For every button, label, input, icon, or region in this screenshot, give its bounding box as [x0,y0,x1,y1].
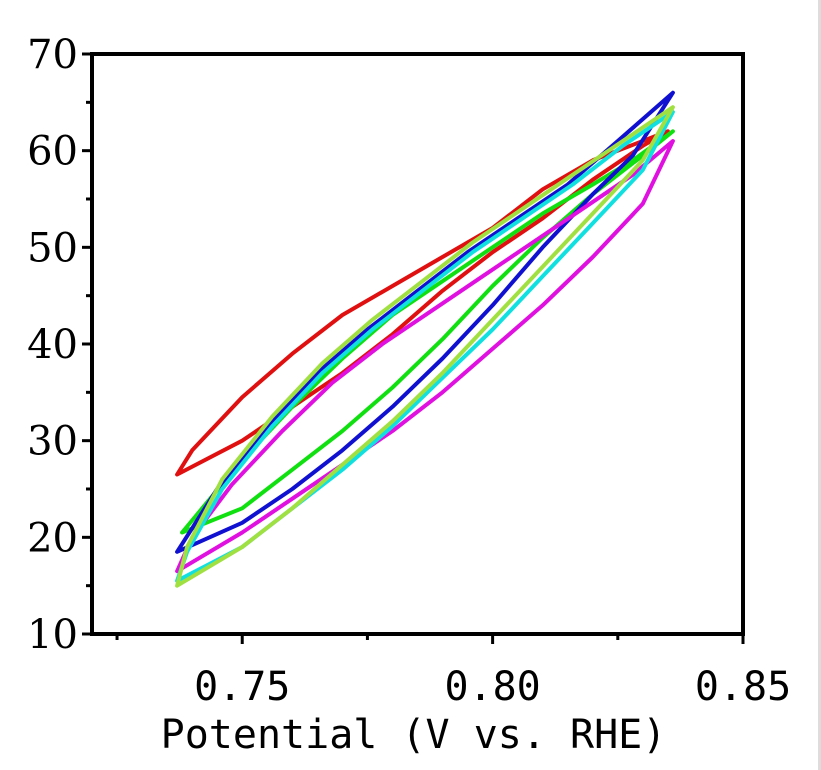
y-tick-label: 60 [27,129,78,175]
x-axis-title: Potential (V vs. RHE) [161,712,667,758]
y-axis: 10 20 30 40 50 60 70 [27,32,92,658]
y-tick-label: 50 [27,225,78,271]
y-tick-label: 10 [27,612,78,658]
x-axis: 0.75 0.80 0.85 [115,634,791,710]
window-edge [818,0,821,770]
y-tick-label: 30 [27,419,78,465]
x-tick-label: 0.85 [695,664,791,710]
curve-layer [175,90,675,588]
y-tick-label: 70 [27,32,78,78]
cv-loop-5 [175,110,675,583]
y-tick-label: 20 [27,515,78,561]
x-tick-label: 0.75 [194,664,290,710]
x-tick-label: 0.80 [444,664,540,710]
cv-loop-6 [175,105,675,588]
y-tick-label: 40 [27,322,78,368]
cv-loop-3 [175,90,675,554]
cv-loop-2 [180,129,675,535]
